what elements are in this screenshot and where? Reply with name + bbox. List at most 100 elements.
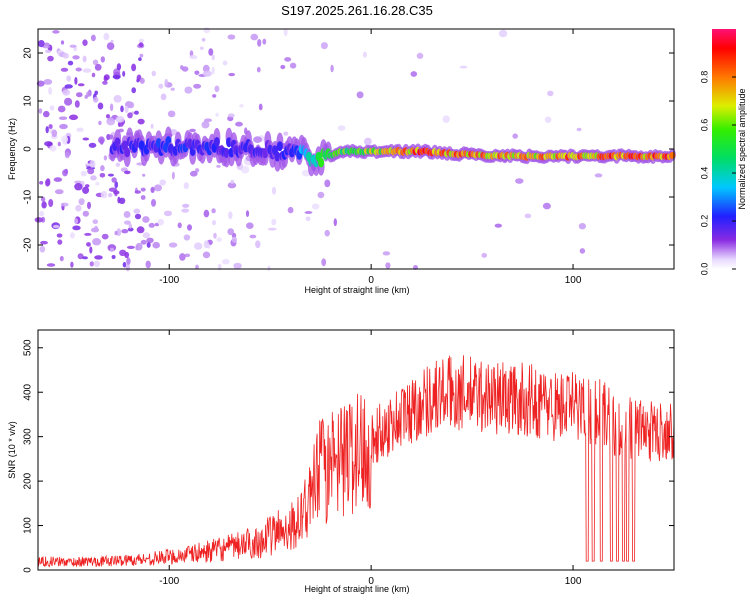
heatmap-noise-cell [86,242,91,247]
heatmap-noise-cell [62,89,71,96]
heatmap-noise-cell [542,202,551,210]
heatmap-noise-cell [184,86,193,94]
heatmap-noise-cell [58,116,68,120]
heatmap-noise-cell [62,169,68,177]
heatmap-noise-cell [250,33,259,41]
heatmap-noise-cell [82,210,90,217]
heatmap-noise-cell [57,141,61,147]
heatmap-noise-cell [114,181,118,189]
heatmap-noise-cell [253,136,262,144]
heatmap-noise-cell [337,125,346,131]
heatmap-noise-cell [64,151,70,159]
y-tick-label: 400 [23,383,34,400]
heatmap-noise-cell [74,100,80,108]
heatmap-noise-cell [206,243,211,249]
heatmap-noise-cell [57,105,66,113]
heatmap-noise-cell [228,72,235,77]
snr-series-line [37,355,675,568]
y-tick-label: 10 [23,95,34,107]
heatmap-ridge-cell [213,137,220,147]
heatmap-noise-cell [94,255,103,260]
heatmap-noise-cell [128,101,135,109]
heatmap-noise-cell [203,209,210,218]
heatmap-noise-cell [82,39,88,46]
heatmap-noise-cell [146,242,151,248]
heatmap-noise-cell [233,262,242,270]
heatmap-noise-cell [69,114,78,121]
heatmap-noise-cell [142,216,150,223]
colorbar-tick-label: 0.2 [699,215,709,228]
heatmap-noise-cell [97,102,104,110]
heatmap-noise-cell [110,247,114,252]
heatmap-noise-cell [194,242,203,250]
heatmap-noise-cell [87,201,91,210]
heatmap-noise-cell [42,45,50,49]
heatmap-noise-cell [40,196,46,202]
heatmap-noise-cell [66,75,72,82]
heatmap-noise-cell [245,210,250,218]
heatmap-noise-cell [168,242,178,248]
heatmap-noise-cell [142,173,146,177]
heatmap-noise-cell [201,38,206,42]
heatmap-noise-cell [48,87,52,95]
y-tick-label: -10 [23,189,34,204]
heatmap-noise-cell [231,236,238,243]
heatmap-noise-cell [43,110,50,118]
snr-xlabel: Height of straight line (km) [304,584,409,594]
heatmap-noise-cell [75,67,82,72]
heatmap-noise-cell [190,170,198,177]
heatmap-noise-cell [45,49,51,53]
heatmap-noise-cell [56,233,63,238]
heatmap-noise-cell [74,77,78,85]
heatmap-noise-cell [75,204,82,212]
heatmap-noise-cell [211,54,215,61]
heatmap-noise-cell [239,104,244,108]
heatmap-noise-cell [46,263,56,267]
heatmap-noise-cell [101,233,109,240]
heatmap-noise-cell [459,65,468,69]
heatmap-noise-cell [187,224,192,231]
heatmap-noise-cell [115,162,121,167]
heatmap-noise-cell [124,170,131,175]
heatmap-noise-cell [51,129,58,138]
heatmap-noise-cell [49,105,55,111]
heatmap-noise-cell [249,234,257,239]
heatmap-noise-cell [576,127,582,132]
heatmap-noise-cell [154,184,162,192]
heatmap-noise-cell [90,34,96,42]
heatmap-noise-cell [117,196,121,204]
heatmap-noise-cell [98,136,105,144]
heatmap-noise-cell [37,40,45,48]
heatmap-noise-cell [227,34,236,40]
heatmap-noise-cell [82,186,90,194]
heatmap-noise-cell [481,252,488,258]
heatmap-noise-cell [287,206,294,214]
heatmap-noise-cell [127,112,133,119]
heatmap-noise-cell [123,211,131,218]
heatmap-noise-cell [77,83,85,87]
heatmap-noise-cell [547,90,554,97]
heatmap-noise-cell [41,201,47,209]
heatmap-noise-cell [442,115,450,123]
heatmap-noise-cell [202,251,211,259]
heatmap-noise-cell [134,213,142,220]
heatmap-noise-cell [116,228,122,237]
heatmap-noise-cell [127,227,134,232]
heatmap-noise-cell [321,258,327,267]
heatmap-noise-cell [52,30,60,34]
heatmap-noise-cell [177,222,182,229]
heatmap-noise-cell [578,223,587,230]
heatmap-noise-cell [93,260,101,268]
heatmap-noise-cell [52,224,60,229]
heatmap-noise-cell [82,256,88,260]
heatmap-noise-cell [139,77,145,84]
heatmap-noise-cell [289,62,297,69]
heatmap-noise-cell [124,105,129,114]
heatmap-noise-cell [267,265,271,271]
heatmap-noise-cell [216,164,221,168]
heatmap-noise-cell [40,240,48,245]
heatmap-noise-cell [203,27,211,34]
heatmap-noise-cell [95,181,100,186]
heatmap-noise-cell [524,213,532,219]
heatmap-noise-cell [121,229,129,234]
